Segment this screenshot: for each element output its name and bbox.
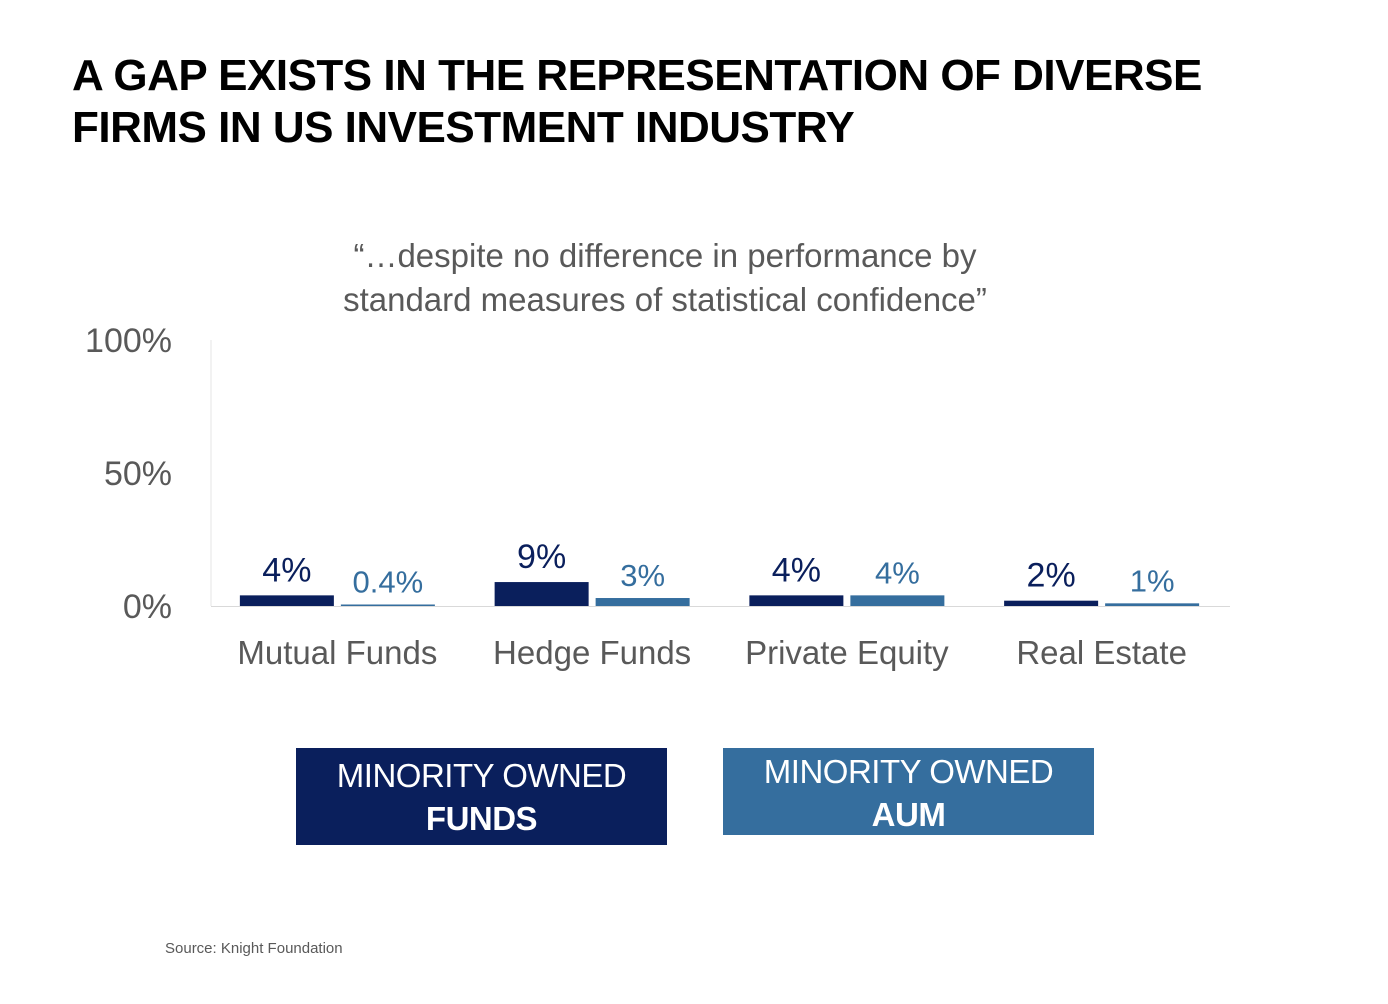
data-label: 9%	[517, 538, 566, 576]
chart-subtitle-line-2: standard measures of statistical confide…	[343, 281, 987, 318]
data-label: 3%	[620, 558, 665, 593]
data-label: 4%	[262, 551, 311, 589]
bar	[494, 582, 589, 606]
legend-funds-line-1: MINORITY OWNED	[336, 757, 627, 794]
legend-item-aum: MINORITY OWNED AUM	[723, 748, 1094, 835]
bar	[749, 595, 844, 606]
data-label: 4%	[772, 551, 821, 589]
y-tick-label: 0%	[123, 588, 172, 626]
bar-chart: 0% 50% 100% 4% 0.4% Mutual Funds 9% 3% Hedge Fun…	[85, 322, 1230, 671]
legend-aum-line-2: AUM	[871, 796, 946, 833]
x-tick-label: Private Equity	[745, 634, 949, 671]
data-label: 0.4%	[353, 565, 424, 600]
x-tick-label: Hedge Funds	[493, 634, 691, 671]
data-label: 1%	[1130, 563, 1175, 598]
data-label: 2%	[1027, 557, 1076, 595]
y-tick-label: 100%	[85, 322, 172, 360]
bar	[595, 598, 690, 606]
chart-subtitle-line-1: “…despite no difference in performance b…	[353, 237, 977, 274]
y-tick-label: 50%	[104, 455, 172, 493]
bar	[239, 595, 334, 606]
bar	[1004, 600, 1099, 606]
bar	[340, 604, 435, 606]
chart-title-line-2: FIRMS IN US INVESTMENT INDUSTRY	[72, 103, 855, 152]
legend-funds-line-2: FUNDS	[425, 800, 538, 837]
legend-item-funds: MINORITY OWNED FUNDS	[296, 748, 667, 845]
bar	[850, 595, 945, 606]
x-tick-label: Real Estate	[1016, 634, 1187, 671]
source-note: Source: Knight Foundation	[165, 940, 343, 957]
x-tick-label: Mutual Funds	[237, 634, 437, 671]
legend-aum-line-1: MINORITY OWNED	[763, 753, 1054, 790]
chart-subtitle: “…despite no difference in performance b…	[240, 234, 1090, 322]
chart-title: A GAP EXISTS IN THE REPRESENTATION OF DI…	[72, 50, 1332, 154]
bar	[1105, 603, 1200, 606]
chart-title-line-1: A GAP EXISTS IN THE REPRESENTATION OF DI…	[72, 51, 1202, 100]
data-label: 4%	[875, 555, 920, 590]
